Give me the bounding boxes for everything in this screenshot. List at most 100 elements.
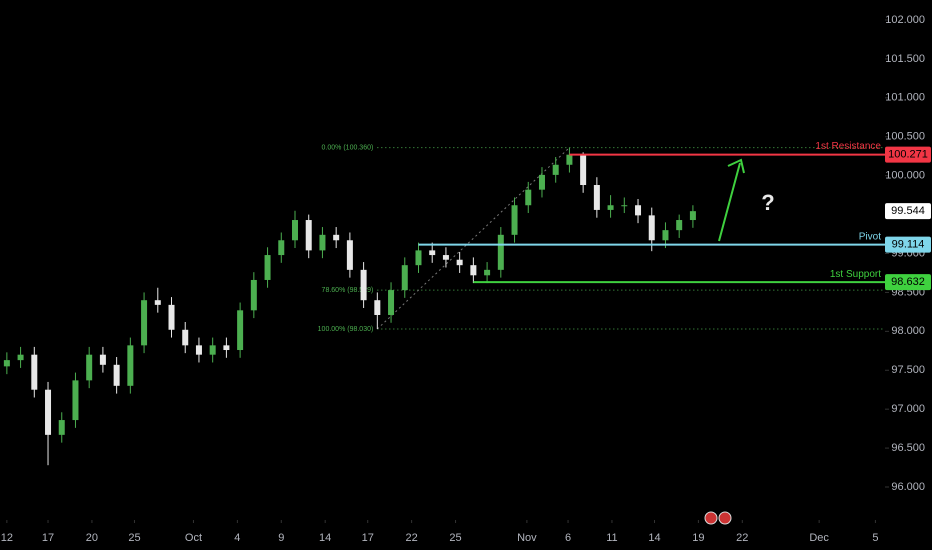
- candle-body: [662, 230, 669, 241]
- x-tick-label: Dec: [809, 532, 829, 544]
- x-tick-label: 17: [42, 532, 54, 544]
- candle-body: [538, 174, 545, 190]
- price-tag: [885, 274, 931, 291]
- candle-body: [456, 259, 463, 266]
- candle-body: [154, 300, 161, 305]
- x-tick-label: 25: [128, 532, 140, 544]
- candle-body: [552, 164, 559, 175]
- candle-body: [333, 234, 340, 241]
- fib-label: 0.00% (100.360): [322, 144, 374, 151]
- candle-body: [635, 205, 642, 216]
- candle-body: [99, 354, 106, 365]
- x-tick-label: Oct: [185, 532, 202, 544]
- y-tick-label: 97.500: [891, 364, 925, 376]
- candle-body: [593, 185, 600, 210]
- fib-label: 78.60% (98.529): [322, 287, 374, 294]
- candle-body: [689, 211, 696, 221]
- candle-body: [278, 240, 285, 256]
- x-tick-label: 14: [648, 532, 660, 544]
- x-tick-label: 12: [1, 532, 13, 544]
- candle-body: [374, 300, 381, 315]
- x-tick-label: 6: [565, 532, 571, 544]
- y-tick-label: 96.500: [891, 442, 925, 454]
- candle-body: [237, 310, 244, 351]
- fib-label: 100.00% (98.030): [318, 326, 374, 333]
- x-tick-label: 5: [872, 532, 878, 544]
- candle-body: [676, 220, 683, 231]
- candle-body: [72, 380, 79, 421]
- y-tick-label: 100.500: [885, 131, 925, 143]
- x-tick-label: 14: [319, 532, 331, 544]
- candle-body: [621, 205, 628, 207]
- candle-body: [497, 234, 504, 270]
- candle-body: [3, 360, 10, 367]
- candle-body: [305, 220, 312, 251]
- candle-body: [648, 215, 655, 241]
- candle-body: [388, 290, 395, 315]
- event-icon[interactable]: [704, 511, 718, 525]
- x-tick-label: 25: [449, 532, 461, 544]
- candle-body: [470, 265, 477, 276]
- last-price-tag: [885, 203, 931, 220]
- candle-body: [607, 205, 614, 210]
- candle-body: [209, 345, 216, 355]
- arrow-shaft: [718, 162, 741, 242]
- candle-body: [45, 389, 52, 435]
- candle-body: [319, 234, 326, 251]
- y-tick-label: 98.000: [891, 325, 925, 337]
- candle-body: [223, 345, 230, 351]
- candle-body: [484, 269, 491, 276]
- level-name: Pivot: [859, 231, 881, 242]
- y-tick-label: 101.500: [885, 53, 925, 65]
- x-tick-label: 4: [234, 532, 240, 544]
- candle-body: [58, 420, 65, 435]
- level-name: 1st Resistance: [815, 141, 881, 152]
- price-tag: [885, 146, 931, 163]
- price-tag-label: 99.114: [892, 239, 925, 251]
- candle-body: [17, 354, 24, 361]
- price-tag: [885, 236, 931, 253]
- candle-body: [401, 265, 408, 291]
- x-tick-label: 17: [362, 532, 374, 544]
- y-tick-label: 96.000: [891, 481, 925, 493]
- candle-body: [580, 154, 587, 186]
- candle-body: [566, 154, 573, 165]
- candle-body: [141, 300, 148, 346]
- last-price-label: 99.544: [891, 205, 925, 217]
- candle-body: [168, 304, 175, 330]
- candle-body: [195, 345, 202, 355]
- arrow-head: [727, 158, 745, 174]
- level-name: 1st Support: [830, 269, 881, 280]
- x-tick-label: 11: [606, 532, 617, 544]
- candle-body: [415, 250, 422, 266]
- candle-body: [429, 250, 436, 256]
- candle-body: [31, 354, 38, 390]
- x-tick-label: Nov: [517, 532, 537, 544]
- price-tag-label: 98.632: [891, 276, 925, 288]
- price-tag-label: 100.271: [888, 148, 928, 160]
- x-tick-label: 22: [736, 532, 748, 544]
- x-tick-label: 20: [86, 532, 98, 544]
- candle-body: [346, 240, 353, 270]
- candle-body: [292, 220, 298, 241]
- candle-body: [182, 329, 189, 346]
- x-tick-label: 9: [278, 532, 284, 544]
- candle-body: [442, 255, 449, 260]
- candle-body: [113, 364, 120, 386]
- x-tick-label: 22: [406, 532, 418, 544]
- event-icon[interactable]: [718, 511, 732, 525]
- candle-body: [511, 205, 518, 235]
- y-tick-label: 97.000: [891, 403, 925, 415]
- candle-body: [250, 279, 257, 311]
- candle-body: [264, 255, 271, 280]
- candle-body: [127, 345, 134, 386]
- y-tick-label: 101.000: [885, 92, 925, 104]
- candle-body: [525, 189, 532, 206]
- y-tick-label: 100.000: [885, 170, 925, 182]
- annotation: ?: [761, 190, 774, 215]
- fib-trendline: [376, 147, 570, 330]
- y-tick-label: 102.000: [885, 14, 925, 26]
- x-tick-label: 19: [692, 532, 704, 544]
